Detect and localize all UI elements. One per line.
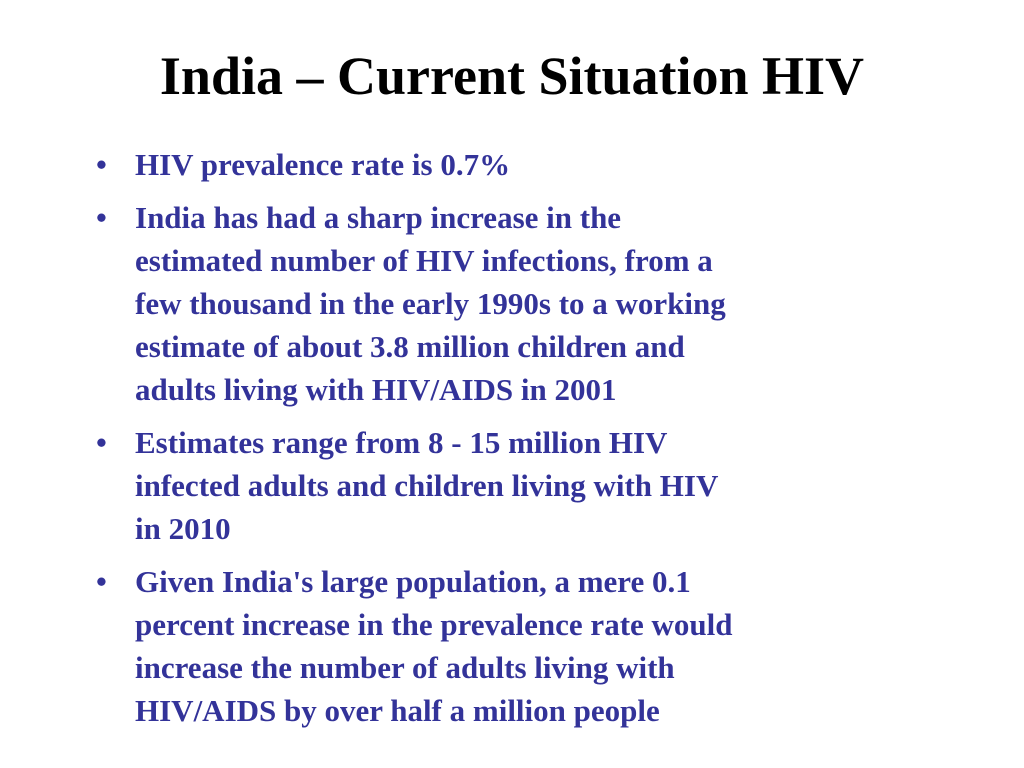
bullet-text-line: adults living with HIV/AIDS in 2001 — [135, 372, 617, 407]
bullet-text-line: increase the number of adults living wit… — [135, 650, 675, 685]
bullet-list: • HIV prevalence rate is 0.7% • India ha… — [96, 143, 926, 742]
bullet-item-estimates-2010: • Estimates range from 8 - 15 million HI… — [96, 421, 926, 550]
slide-title: India – Current Situation HIV — [159, 46, 865, 106]
bullet-text-line: India has had a sharp increase in the — [135, 200, 622, 235]
bullet-item-population: • Given India's large population, a mere… — [96, 560, 926, 732]
bullet-item-prevalence: • HIV prevalence rate is 0.7% — [96, 143, 926, 186]
bullet-text-line: estimated number of HIV infections, from… — [135, 243, 713, 278]
bullet-text-line: HIV prevalence rate is 0.7% — [135, 147, 511, 182]
bullet-text-line: HIV/AIDS by over half a million people — [135, 693, 660, 728]
bullet-text-line: estimate of about 3.8 million children a… — [135, 329, 685, 364]
bullet-icon: • — [96, 425, 107, 460]
bullet-icon: • — [96, 147, 107, 182]
bullet-icon: • — [96, 200, 107, 235]
bullet-item-increase: • India has had a sharp increase in the … — [96, 196, 926, 411]
bullet-icon: • — [96, 564, 107, 599]
bullet-text-line: Given India's large population, a mere 0… — [135, 564, 691, 599]
bullet-text-line: percent increase in the prevalence rate … — [135, 607, 733, 642]
bullet-text-line: Estimates range from 8 - 15 million HIV — [135, 425, 668, 460]
bullet-text-line: infected adults and children living with… — [135, 468, 719, 503]
bullet-text-line: few thousand in the early 1990s to a wor… — [135, 286, 726, 321]
bullet-text-line: in 2010 — [135, 511, 231, 546]
